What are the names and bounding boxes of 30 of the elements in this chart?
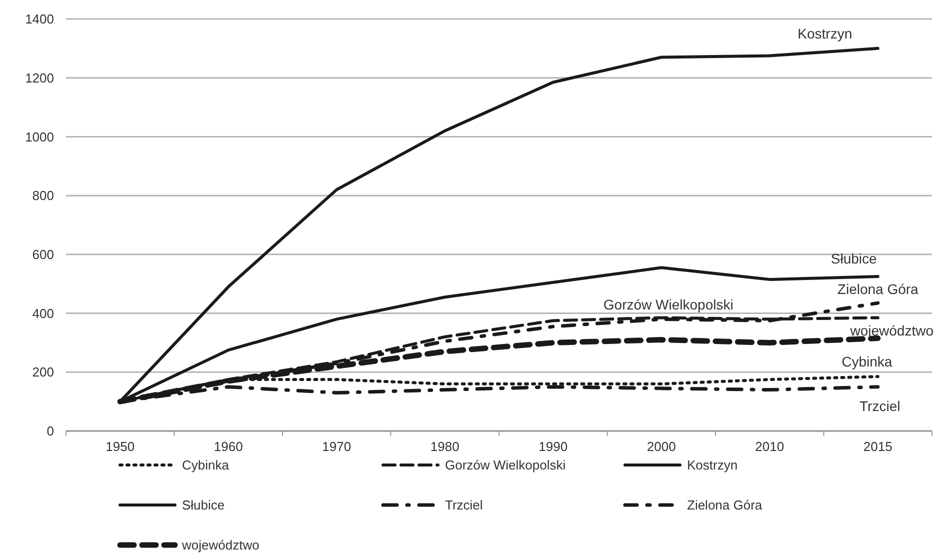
x-tick-label: 1950 [106, 439, 135, 454]
x-tick-label: 1980 [430, 439, 460, 454]
y-tick-label: 1000 [25, 129, 54, 144]
y-tick-label: 400 [32, 306, 54, 321]
text: Zielona Góra [837, 280, 918, 297]
x-tick-label: 2015 [863, 439, 892, 454]
y-tick-label: 1200 [25, 70, 54, 86]
legend-label: Cybinka [182, 458, 230, 473]
legend-label: Słubice [182, 498, 225, 513]
y-tick-label: 1400 [25, 12, 54, 27]
x-tick-label: 2010 [755, 439, 784, 454]
text: Kostrzyn [798, 25, 852, 42]
text: Cybinka [842, 354, 892, 370]
legend-label: Kostrzyn [687, 458, 738, 473]
legend-label: województwo [181, 538, 260, 553]
x-tick-label: 1960 [214, 439, 243, 454]
text: województwo [850, 322, 934, 338]
x-tick-label: 2000 [646, 439, 676, 454]
legend-label: Zielona Góra [687, 498, 763, 513]
y-tick-label: 200 [32, 364, 54, 380]
x-tick-label: 1970 [322, 439, 352, 454]
y-tick-label: 800 [32, 188, 54, 204]
y-tick-label: 600 [32, 246, 54, 262]
text: Słubice [830, 250, 877, 266]
y-tick-label: 0 [46, 424, 54, 439]
text: Trzciel [860, 398, 900, 414]
text: Gorzów Wielkopolski [603, 296, 734, 313]
legend-label: Gorzów Wielkopolski [445, 458, 566, 473]
legend-label: Trzciel [445, 498, 483, 513]
x-tick-label: 1990 [538, 439, 568, 454]
